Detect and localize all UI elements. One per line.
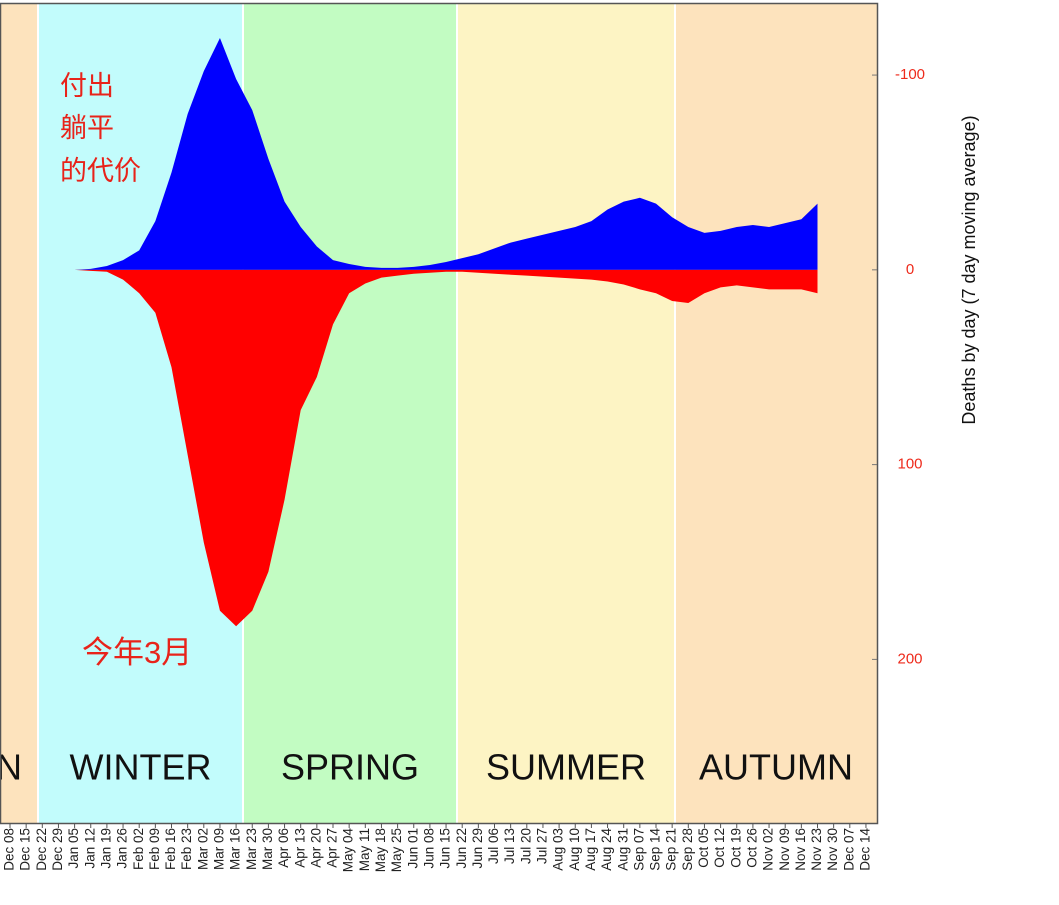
x-tick-label: Aug 03 (551, 828, 566, 871)
x-tick-label: Jan 12 (82, 828, 97, 869)
x-tick-label: Jul 13 (502, 828, 517, 864)
areas (42, 38, 818, 627)
x-tick-label: Oct 19 (728, 828, 743, 868)
annotation: 躺平 (60, 113, 114, 143)
x-tick-label: Nov 09 (777, 828, 792, 871)
x-tick-label: Oct 05 (696, 828, 711, 868)
x-tick-label: Nov 02 (761, 828, 776, 871)
x-tick-label: Sep 21 (664, 828, 679, 871)
x-tick-label: Dec 15 (18, 828, 33, 871)
season-band (0, 3, 38, 823)
x-tick-label: Apr 06 (276, 828, 291, 868)
x-tick-label: Jul 20 (518, 828, 533, 864)
x-tick-label: Dec 08 (2, 828, 17, 871)
x-tick-label: Jan 26 (115, 828, 130, 869)
season-labels: AUTUMN WINTER SPRING SUMMER AUTUMN (0, 747, 853, 788)
season-bands (0, 3, 877, 823)
x-tick-label: Feb 02 (131, 828, 146, 870)
x-tick-label: Jun 15 (438, 828, 453, 869)
area (42, 38, 818, 270)
y-tick-label: 0 (906, 261, 914, 278)
x-tick-label: Jun 29 (470, 828, 485, 869)
x-tick-label: Sep 14 (648, 828, 663, 871)
x-tick-label: Apr 20 (308, 828, 323, 868)
x-tick-label: Jul 27 (535, 828, 550, 864)
season-label: WINTER (70, 747, 212, 788)
x-tick-label: May 11 (357, 828, 372, 871)
x-tick-label: Feb 23 (179, 828, 194, 870)
x-tick-label: Mar 16 (228, 828, 243, 870)
x-tick-label: Jul 06 (486, 828, 501, 864)
x-tick-label: May 18 (373, 828, 388, 872)
x-tick-label: Nov 16 (793, 828, 808, 871)
x-tick-label: Dec 29 (50, 828, 65, 871)
y-tick-label: -100 (895, 66, 925, 83)
x-tick-label: Apr 27 (325, 828, 340, 868)
area (42, 269, 818, 627)
x-tick-label: Jun 01 (405, 828, 420, 869)
x-tick-label: Aug 24 (599, 828, 614, 871)
x-tick-label: Feb 09 (147, 828, 162, 870)
x-tick-label: May 04 (341, 828, 356, 873)
x-tick-label: Oct 26 (744, 828, 759, 868)
x-tick-label: Mar 02 (195, 828, 210, 870)
x-tick-label: Jun 08 (421, 828, 436, 869)
x-tick-label: Sep 28 (680, 828, 695, 871)
season-label: SPRING (281, 747, 419, 788)
x-tick-label: Mar 23 (244, 828, 259, 870)
x-tick-label: Dec 14 (858, 828, 873, 871)
x-tick-label: Aug 17 (583, 828, 598, 871)
x-tick-label: Oct 12 (712, 828, 727, 868)
x-tick-label: Nov 23 (809, 828, 824, 871)
x-tick-label: Aug 31 (615, 828, 630, 871)
x-tick-label: Mar 09 (212, 828, 227, 870)
x-tick-label: Aug 10 (567, 828, 582, 871)
y-tick-label: 200 (897, 650, 922, 667)
season-band (675, 3, 877, 823)
x-tick-label: Nov 30 (825, 828, 840, 871)
annotation: 付出 (60, 71, 114, 101)
x-tick-label: Sep 07 (631, 828, 646, 871)
season-label: AUTUMN (0, 747, 22, 788)
y-tick-label: 100 (897, 456, 922, 473)
x-tick-label: Dec 22 (34, 828, 49, 871)
season-label: AUTUMN (699, 747, 853, 788)
y-axis-label: Deaths by day (7 day moving average) (959, 115, 979, 424)
x-tick-label: Feb 16 (163, 828, 178, 870)
x-tick-label: Jan 05 (66, 828, 81, 869)
season-band (457, 3, 675, 823)
x-tick-label: Mar 30 (260, 828, 275, 870)
x-tick-label: May 25 (389, 828, 404, 872)
x-tick-label: Jun 22 (454, 828, 469, 869)
season-label: SUMMER (486, 747, 646, 788)
x-tick-label: Jan 19 (98, 828, 113, 869)
x-tick-label: Dec 07 (841, 828, 856, 871)
annotation: 今年3月 (82, 635, 192, 670)
plot-frame (0, 2, 879, 825)
x-tick-label: Apr 13 (292, 828, 307, 868)
annotation: 的代价 (60, 156, 141, 186)
